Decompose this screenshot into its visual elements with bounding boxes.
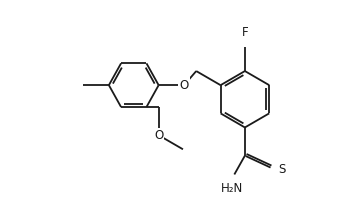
Text: S: S [279, 163, 286, 176]
Text: H₂N: H₂N [221, 182, 243, 195]
Text: O: O [180, 79, 189, 92]
Text: F: F [241, 26, 248, 39]
Text: O: O [154, 129, 163, 142]
